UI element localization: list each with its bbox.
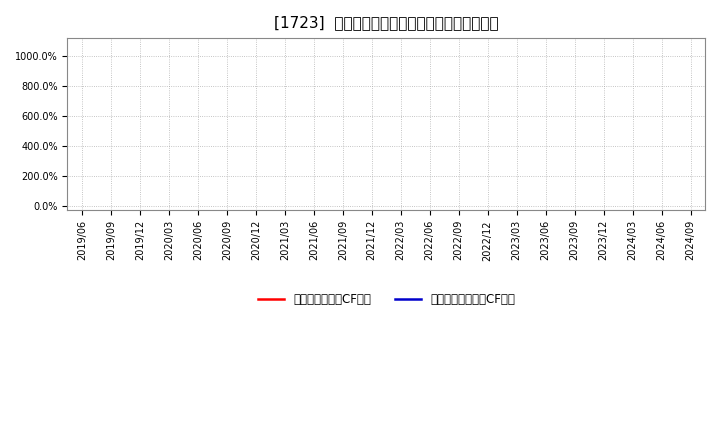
Legend: 有利子負債営業CF比率, 有利子負債フリーCF比率: 有利子負債営業CF比率, 有利子負債フリーCF比率 (253, 289, 520, 311)
Title: [1723]  有利子負債キャッシュフロー比率の推移: [1723] 有利子負債キャッシュフロー比率の推移 (274, 15, 498, 30)
